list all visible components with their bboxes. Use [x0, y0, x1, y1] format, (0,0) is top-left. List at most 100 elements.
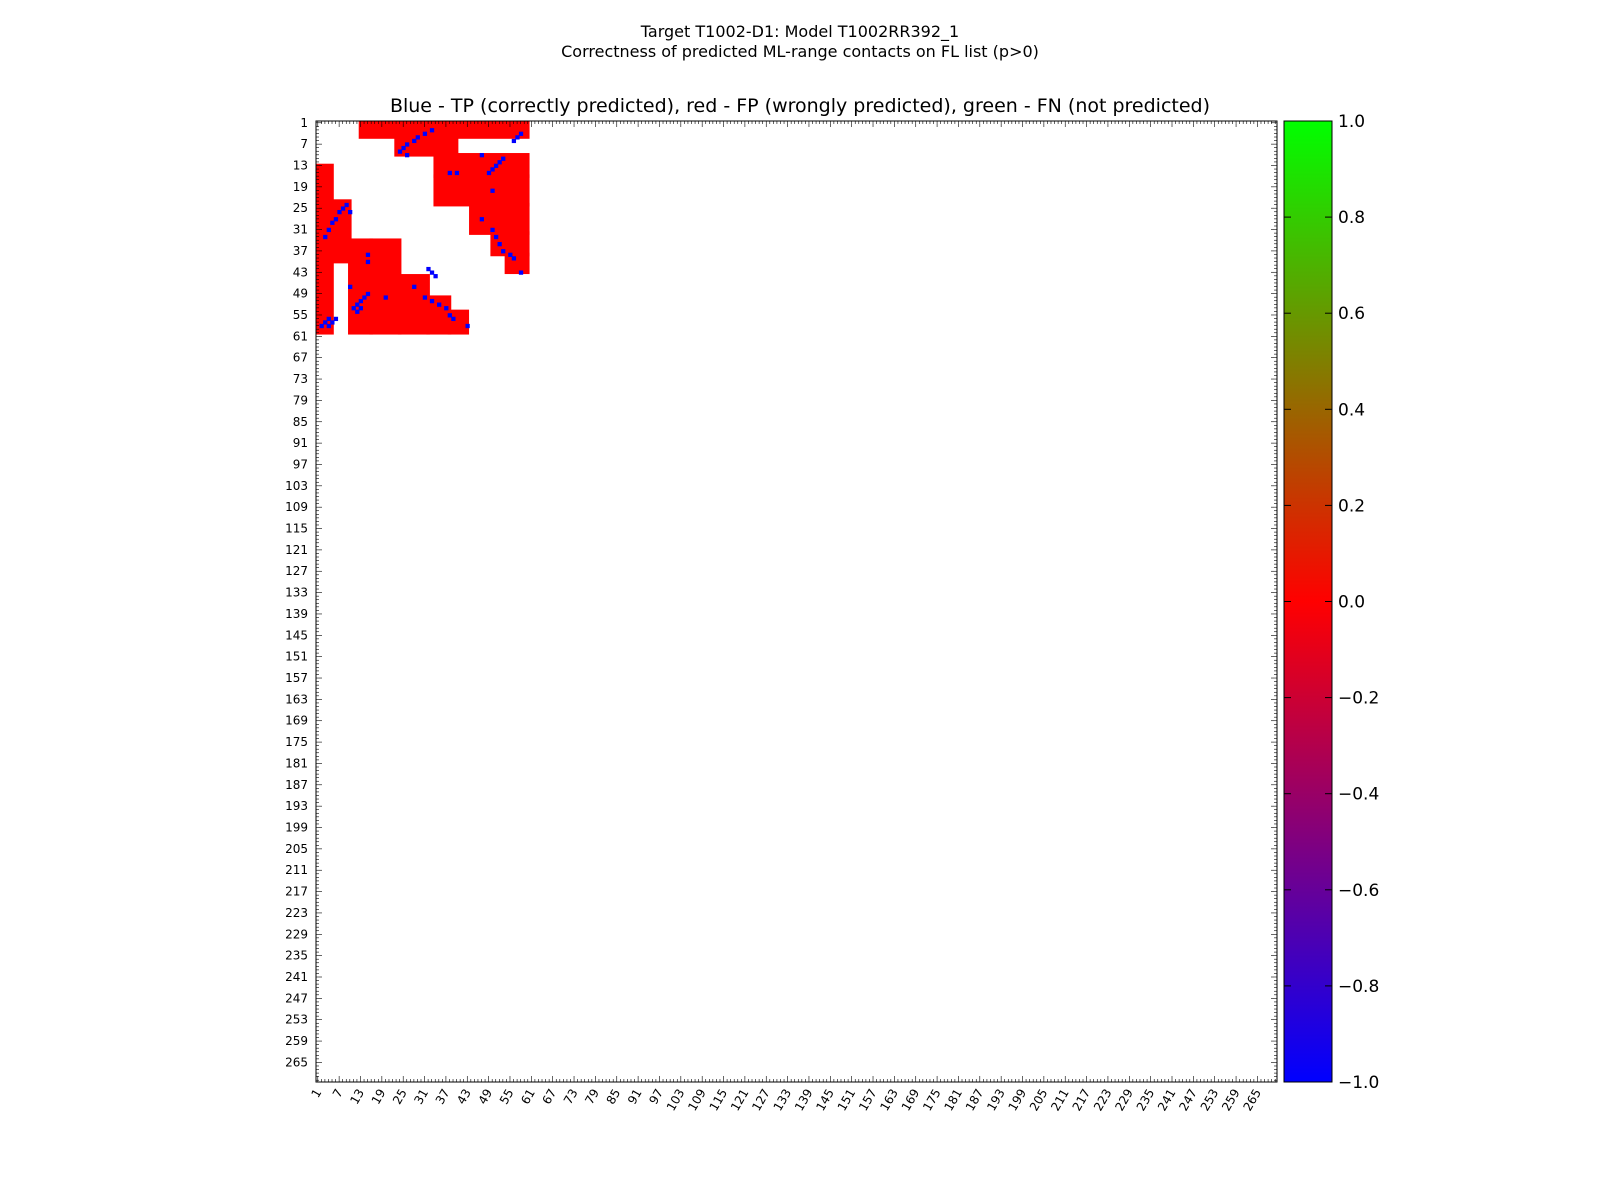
chart-subtitle: Blue - TP (correctly predicted), red - F…: [389, 95, 1211, 117]
colorbar-tick-label: 0.6: [1338, 304, 1365, 324]
y-tick-label: 133: [285, 586, 308, 600]
tp-cell: [447, 313, 452, 318]
tp-cell: [412, 138, 417, 144]
y-tick-label: 217: [285, 885, 308, 899]
tp-cell: [493, 234, 499, 240]
tp-cell: [401, 145, 406, 151]
tp-cell: [433, 274, 438, 279]
tp-cell: [326, 227, 331, 233]
x-tick-label: 229: [1112, 1087, 1136, 1114]
tp-cell: [326, 316, 331, 322]
tp-cell: [490, 227, 495, 233]
x-tick-label: 253: [1198, 1087, 1222, 1114]
fp-cell-block: [447, 309, 470, 335]
x-tick-label: 55: [497, 1087, 517, 1107]
tp-cell: [351, 306, 356, 311]
y-tick-label: 265: [285, 1055, 308, 1069]
colorbar-tick-label: 0.4: [1338, 400, 1365, 420]
tp-cell: [323, 320, 328, 325]
colorbar-tick-label: 0.0: [1338, 593, 1365, 613]
y-tick-label: 139: [285, 607, 308, 621]
x-tick-label: 163: [877, 1087, 901, 1114]
colorbar-tick-label: −0.2: [1338, 689, 1379, 709]
tp-cell: [348, 284, 353, 289]
y-tick-label: 115: [285, 522, 308, 536]
colorbar-tick-label: 1.0: [1338, 112, 1365, 132]
tp-cell: [479, 217, 484, 222]
y-tick-label: 55: [293, 308, 308, 322]
colorbar: [1283, 120, 1333, 1083]
x-tick-label: 217: [1070, 1087, 1094, 1114]
x-tick-label: 43: [454, 1087, 474, 1107]
y-tick-label: 199: [285, 821, 308, 835]
y-tick-label: 145: [285, 628, 308, 642]
plot-frame: [315, 120, 1278, 1083]
tp-cell: [323, 234, 328, 240]
tp-cell: [358, 298, 363, 304]
x-tick-label: 19: [369, 1087, 389, 1107]
tp-cell: [518, 270, 524, 275]
y-tick-label: 13: [293, 158, 308, 172]
x-tick-label: 193: [984, 1087, 1008, 1114]
chart-title-line-2: Correctness of predicted ML-range contac…: [561, 42, 1039, 61]
colorbar-tick-label: −1.0: [1338, 1073, 1379, 1093]
fp-cell-block: [358, 121, 530, 139]
x-tick-label: 223: [1091, 1087, 1115, 1114]
tp-cell: [465, 323, 470, 329]
tp-cell: [337, 209, 342, 215]
colorbar-axis: 1.0 0.8 0.6 0.4 0.2 0.0 −0.2 −0.4 −0.6 −0.8 −1.0: [1284, 112, 1379, 1093]
y-tick-label: 163: [285, 692, 308, 706]
colorbar-tick-label: −0.6: [1338, 881, 1379, 901]
tp-cell: [412, 284, 417, 289]
tp-cell: [422, 131, 428, 136]
y-tick-label: 25: [293, 201, 308, 215]
tp-cell: [355, 309, 360, 314]
tp-cell: [444, 306, 449, 311]
x-tick-label: 169: [899, 1087, 923, 1114]
fp-cell-block: [316, 163, 334, 335]
y-tick-label: 61: [293, 329, 308, 343]
x-tick-label: 127: [749, 1087, 773, 1114]
fp-cell-block: [433, 174, 530, 207]
tp-cell: [344, 202, 349, 208]
x-tick-label: 139: [792, 1087, 816, 1114]
x-axis: 1 7 13 19 25 31 37 43 49 55 61 67 73 79 85 91 9710310911…: [308, 121, 1276, 1114]
fp-cell-block: [369, 238, 402, 335]
x-tick-label: 31: [411, 1087, 431, 1107]
tp-cell: [490, 188, 495, 193]
y-tick-label: 43: [293, 265, 308, 279]
tp-cell: [415, 135, 420, 140]
colorbar-tick-label: 0.2: [1338, 496, 1365, 516]
tp-cell: [397, 149, 403, 154]
x-tick-label: 85: [604, 1087, 624, 1107]
y-tick-label: 169: [285, 714, 308, 728]
x-tick-label: 157: [856, 1087, 880, 1114]
y-tick-label: 31: [293, 223, 308, 237]
tp-cell: [493, 163, 499, 168]
tp-cell: [429, 128, 435, 133]
x-tick-label: 205: [1027, 1087, 1051, 1114]
y-tick-label: 205: [285, 842, 308, 856]
tp-cell: [497, 242, 502, 247]
y-tick-label: 223: [285, 906, 308, 920]
fp-cell-block: [330, 199, 352, 264]
x-tick-label: 199: [1006, 1087, 1030, 1114]
tp-cell: [429, 270, 435, 275]
y-tick-label: 1: [300, 116, 308, 130]
y-tick-label: 157: [285, 671, 308, 685]
chart-title-line-1: Target T1002-D1: Model T1002RR392_1: [640, 22, 960, 41]
tp-cell: [454, 170, 460, 176]
x-tick-label: 73: [561, 1087, 581, 1107]
x-tick-label: 49: [475, 1087, 495, 1107]
colorbar-tick-label: −0.8: [1338, 977, 1379, 997]
tp-cell: [490, 167, 495, 172]
x-tick-label: 175: [920, 1087, 944, 1114]
tp-cell: [511, 138, 517, 144]
tp-cell: [319, 323, 324, 329]
x-tick-label: 91: [625, 1087, 645, 1107]
y-tick-label: 19: [293, 180, 308, 194]
colorbar-tick-label: −0.4: [1338, 785, 1379, 805]
tp-cell: [497, 160, 502, 165]
y-tick-label: 127: [285, 564, 308, 578]
